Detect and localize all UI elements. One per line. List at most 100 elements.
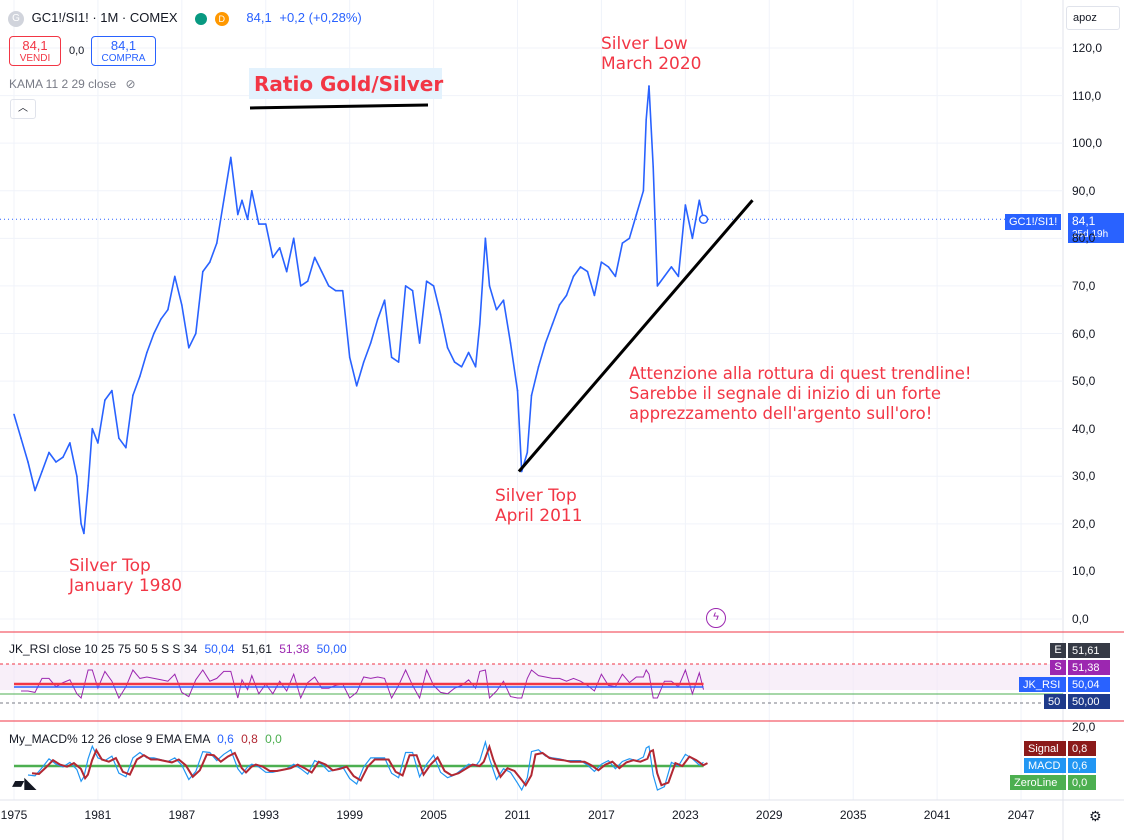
ratio-data-point [586,270,589,273]
ratio-data-point [195,332,197,335]
ratio-data-point [684,204,687,206]
y-tick-label: 10,0 [1072,564,1096,579]
x-tick-label: 1993 [252,808,280,822]
buy-button[interactable]: 84,1 COMPRA [91,36,156,66]
eye-hidden-icon[interactable]: ⊘ [125,77,136,91]
ratio-data-point [418,342,421,344]
tradingview-logo-icon[interactable]: ▰◣ [12,773,37,792]
sell-price: 84,1 [22,38,48,53]
ratio-data-point [139,375,141,378]
y-tick-label: 50,0 [1072,374,1096,389]
indicator-legend[interactable]: KAMA 11 2 29 close ⊘ [9,77,136,91]
settings-gear-icon[interactable]: ⚙ [1089,808,1102,824]
ratio-data-point [544,342,547,344]
ratio-data-point [299,285,302,287]
ratio-data-point [174,275,176,278]
y-tick-label: 110,0 [1072,88,1102,103]
chevron-up-icon: ︿ [18,103,28,114]
ratio-data-point [579,266,582,268]
x-tick-label: 1975 [0,808,28,822]
ratio-title: Ratio Gold/Silver [254,72,444,96]
ratio-title-box[interactable] [249,68,442,99]
rsi-tag-s-letter: S [1050,660,1066,675]
ratio-data-point [13,413,15,416]
ratio-data-point [91,427,94,430]
ratio-data-point [488,285,491,287]
silver-low-line2: March 2020 [601,54,702,74]
ratio-data-point [264,223,267,225]
ratio-data-point [460,366,463,368]
ratio-data-point [118,437,120,439]
silver-top-2011-line2: April 2011 [495,506,583,526]
ratio-data-point [453,361,456,363]
ratio-data-point [670,266,673,268]
flash-icon[interactable]: ϟ [706,608,726,628]
ratio-data-point [628,237,631,240]
ratio-data-point [87,484,89,487]
x-tick-label: 1981 [84,808,112,822]
market-status-icon [195,12,208,25]
sell-button[interactable]: 84,1 VENDI [9,36,61,66]
y-tick-label: 40,0 [1072,421,1096,436]
ratio-data-point [278,247,281,249]
trendline[interactable] [517,199,754,473]
x-tick-label: 2023 [672,808,699,822]
y-tick-label: 20,0 [1072,516,1096,531]
ratio-data-point [80,523,82,525]
ratio-data-point [663,275,666,278]
ratio-data-point [153,332,155,335]
ratio-data-point [474,366,477,368]
ratio-data-point [691,237,694,240]
rsi-value-4: 50,00 [316,642,347,656]
ratio-data-point [223,199,225,202]
last-price-marker[interactable] [698,214,709,225]
ratio-data-point [216,242,218,244]
title-underline[interactable] [249,103,429,110]
status-badge: D [214,11,229,26]
silver-top-1980-line1: Silver Top [69,556,151,576]
ratio-data-point [250,189,253,192]
x-tick-label: 2011 [504,808,531,822]
ratio-data-point [241,199,243,202]
ratio-data-point [76,475,78,478]
rsi-tag-s-value: 51,38 [1068,660,1110,675]
trendline-note-line3: apprezzamento dell'argento sull'oro! [629,404,933,423]
rsi-tag-e-value: 51,61 [1068,643,1110,658]
ratio-data-point [558,304,561,306]
price-tag-value: 84,1 25d 19h [1068,213,1124,243]
ratio-data-point [642,189,645,192]
ratio-data-point [362,361,365,363]
ratio-data-point [125,446,127,449]
ratio-data-point [390,356,393,359]
collapse-legend-button[interactable]: ︿ [10,99,36,119]
symbol-title[interactable]: GC1!/SI1! · 1M · COMEX [31,10,178,25]
rsi-tag-e-letter: E [1050,643,1066,658]
ratio-data-point [516,389,519,392]
ratio-data-point [55,461,57,463]
macd-tag-signal-name: Signal [1024,741,1066,756]
rsi-legend[interactable]: JK_RSI close 10 25 75 50 5 S S 34 50,04 … [9,642,347,656]
ratio-data-point [104,399,106,401]
ratio-data-point [607,266,610,268]
silver-low-label: Silver Low March 2020 [601,34,702,74]
ratio-data-point [593,294,596,297]
ratio-data-point [600,261,603,263]
macd-signal-line [31,743,708,788]
ratio-data-point [27,461,29,463]
symbol-logo-icon: G [8,10,24,27]
ratio-data-point [383,299,386,301]
search-input-box[interactable]: apoz [1066,6,1120,30]
silver-top-2011-line1: Silver Top [495,486,577,506]
ratio-data-point [432,285,435,287]
ratio-data-point [369,342,372,344]
x-tick-label: 2005 [420,808,447,822]
ratio-data-point [132,394,134,397]
ratio-data-point [62,456,64,459]
ratio-data-point [439,313,442,316]
ratio-data-point [320,270,323,273]
ratio-data-point [520,470,523,473]
trendline-note-line1: Attenzione alla rottura di quest trendli… [629,364,972,383]
macd-legend[interactable]: My_MACD% 12 26 close 9 EMA EMA 0,6 0,8 0… [9,732,282,746]
ratio-data-point [334,289,337,292]
